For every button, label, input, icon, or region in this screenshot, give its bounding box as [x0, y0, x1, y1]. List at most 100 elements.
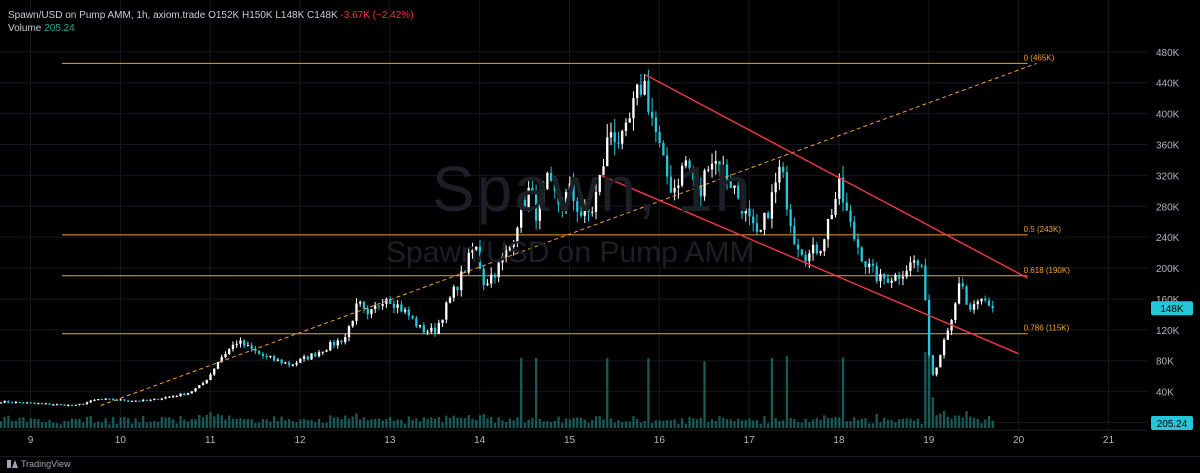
volume-bar	[871, 423, 875, 428]
volume-bar	[403, 423, 407, 428]
volume-bars	[0, 348, 994, 428]
candle-body	[875, 265, 878, 282]
volume-bar	[516, 417, 519, 428]
candle-body	[153, 398, 156, 400]
volume-bar	[748, 418, 751, 428]
volume-bar	[811, 419, 815, 428]
channel-line[interactable]	[645, 74, 1028, 279]
candle-body	[770, 192, 774, 219]
candle-body	[272, 356, 276, 361]
candle-body	[677, 185, 680, 188]
price-tick-label: 440K	[1156, 79, 1180, 90]
candle-body	[93, 399, 96, 401]
volume-bar	[272, 416, 276, 428]
volume-bar	[617, 420, 620, 428]
channel-line[interactable]	[600, 174, 1019, 355]
candle-body	[868, 263, 871, 268]
candle-body	[422, 325, 425, 333]
tradingview-logo[interactable]: TradingView	[7, 459, 71, 469]
candle-body	[29, 402, 33, 404]
candle-body	[920, 265, 923, 267]
volume-bar	[317, 418, 321, 428]
volume-bar	[164, 417, 167, 428]
price-axis-bg	[1148, 0, 1200, 456]
volume-bar	[501, 420, 504, 428]
candle-body	[164, 397, 167, 399]
volume-bar	[351, 416, 354, 428]
volume-bar	[576, 417, 579, 428]
volume-bar	[965, 411, 968, 428]
time-tick-label: 17	[744, 435, 756, 446]
candle-body	[441, 319, 444, 323]
last-volume-badge[interactable]	[1151, 416, 1193, 430]
volume-bar	[542, 421, 545, 428]
volume-bar	[463, 418, 467, 428]
volume-bar	[141, 415, 145, 428]
volume-bar	[153, 421, 156, 428]
volume-bar	[665, 420, 669, 428]
volume-bar	[587, 423, 590, 428]
candle-body	[662, 142, 665, 156]
price-tick-label: 280K	[1156, 202, 1180, 213]
candle-body	[10, 402, 14, 404]
volume-bar	[845, 421, 848, 428]
volume-bar	[261, 419, 265, 428]
volume-bar	[789, 418, 792, 428]
volume-bar	[830, 418, 833, 428]
time-axis[interactable]: 9 10 11 12 13 14 15 16 17 18 19 20 21	[0, 429, 1148, 456]
candle-body	[14, 402, 18, 404]
volume-bar	[78, 418, 81, 428]
candle-body	[351, 320, 354, 327]
candle-body	[654, 117, 658, 133]
volume-bar	[961, 417, 964, 428]
volume-bar	[579, 417, 583, 428]
volume-bar	[415, 418, 418, 428]
candlesticks	[0, 69, 994, 407]
candle-body	[785, 172, 789, 210]
volume-bar	[388, 416, 392, 428]
ohlc-values: O152K H150K L148K C148K	[208, 10, 338, 21]
volume-bar	[100, 422, 104, 428]
candle-body	[636, 84, 639, 99]
candle-body	[430, 327, 433, 332]
volume-bar	[841, 357, 845, 428]
volume-bar	[381, 420, 384, 428]
candle-body	[209, 374, 212, 381]
volume-bar	[883, 417, 886, 428]
dashed-trend-line[interactable]	[100, 62, 1037, 406]
volume-bar	[927, 348, 931, 428]
volume-bar	[912, 420, 916, 428]
candle-body	[130, 400, 134, 402]
candle-body	[415, 318, 418, 327]
volume-bar	[744, 420, 747, 428]
volume-bar	[636, 419, 639, 428]
candle-body	[482, 268, 485, 286]
volume-bar	[25, 421, 29, 428]
candle-body	[673, 187, 676, 193]
volume-bar	[478, 415, 482, 428]
volume-bar	[265, 419, 268, 428]
candle-body	[250, 345, 253, 349]
price-axis[interactable]: 040K80K120K160K200K240K280K320K360K400K4…	[1148, 0, 1200, 456]
volume-bar	[729, 419, 732, 428]
candle-body	[534, 192, 538, 221]
volume-bar	[340, 419, 343, 428]
price-tick-label: 200K	[1156, 264, 1180, 275]
candle-body	[291, 364, 294, 366]
candle-body	[220, 357, 223, 362]
volume-bar	[145, 422, 149, 428]
candle-body	[74, 404, 77, 406]
candle-body	[695, 179, 699, 186]
price-tick-label: 160K	[1156, 295, 1180, 306]
fib-retracement[interactable]: 0 (465K) 0.5 (243K) 0.618 (190K) 0.786 (115…	[61, 53, 1070, 335]
volume-bar	[549, 421, 553, 428]
candle-body	[63, 404, 66, 406]
volume-bar	[40, 422, 44, 428]
candle-body	[722, 164, 725, 173]
last-price-badge[interactable]	[1151, 301, 1193, 316]
volume-bar	[684, 423, 687, 428]
trend-drawings[interactable]	[100, 62, 1037, 406]
candle-body	[924, 265, 927, 300]
symbol-title[interactable]: Spawn/USD on Pump AMM, 1h, axiom.trade	[8, 10, 206, 21]
